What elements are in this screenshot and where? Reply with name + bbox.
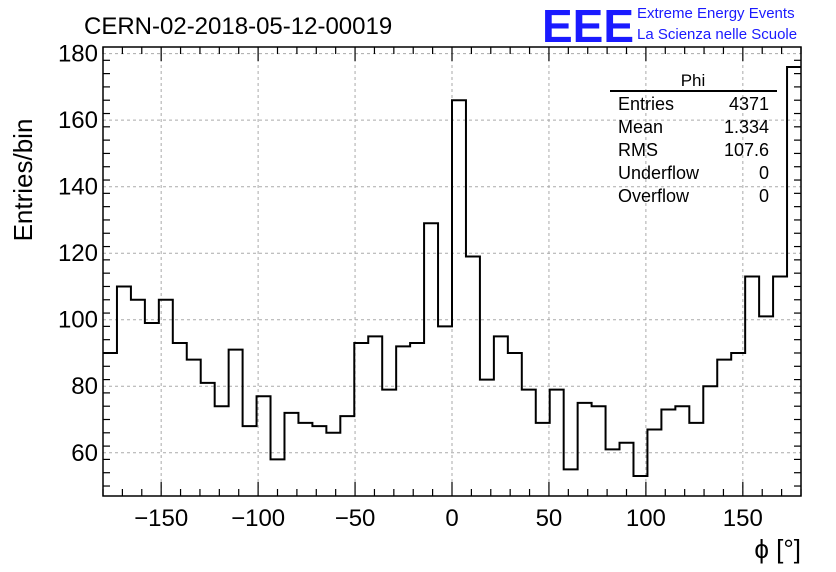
histogram-bin — [354, 343, 368, 496]
y-tick-label: 60 — [71, 440, 98, 467]
histogram-bin — [103, 353, 117, 496]
stats-label-mean: Mean — [618, 117, 663, 137]
x-tick-label: −150 — [134, 505, 188, 532]
histogram-bin — [661, 410, 675, 496]
histogram-bin — [396, 346, 410, 496]
axis-tick-labels: −150 −100 −50 0 50 100 150 60 80 100 120 140 160 180 — [58, 41, 763, 532]
x-axis-label: ϕ [°] — [754, 534, 801, 564]
stats-value-overflow: 0 — [759, 186, 769, 206]
histogram-bin — [326, 433, 340, 496]
histogram-bin — [787, 67, 801, 496]
eee-logo: EEE — [542, 0, 634, 52]
histogram-bin — [550, 390, 564, 496]
histogram-series — [103, 65, 801, 496]
histogram-bin — [452, 100, 466, 496]
histogram-bin — [424, 223, 438, 496]
x-tick-label: 50 — [536, 505, 563, 532]
histogram-bin — [494, 336, 508, 496]
histogram-bin — [508, 353, 522, 496]
histogram-bin — [410, 343, 424, 496]
histogram-bin — [522, 390, 536, 496]
histogram-bin — [466, 257, 480, 496]
histogram-bin — [480, 380, 494, 496]
stats-value-mean: 1.334 — [724, 117, 769, 137]
histogram-bin — [243, 426, 257, 496]
histogram-bin — [284, 413, 298, 496]
histogram-bin — [187, 360, 201, 496]
stats-value-entries: 4371 — [729, 94, 769, 114]
histogram-bin — [145, 323, 159, 496]
histogram-bin — [229, 350, 243, 496]
y-tick-label: 180 — [58, 41, 98, 68]
stats-box-title: Phi — [681, 71, 706, 90]
histogram-bin — [215, 406, 229, 496]
stats-value-underflow: 0 — [759, 163, 769, 183]
stats-label-entries: Entries — [618, 94, 674, 114]
histogram-bin — [689, 423, 703, 496]
histogram-bin — [340, 416, 354, 496]
y-tick-label: 140 — [58, 174, 98, 201]
histogram-bin — [675, 406, 689, 496]
y-tick-label: 100 — [58, 307, 98, 334]
histogram-bin — [368, 336, 382, 496]
logo-line-2: La Scienza nelle Scuole — [637, 26, 797, 43]
histogram-bin — [731, 353, 745, 496]
histogram-bin — [159, 300, 173, 496]
histogram-bin — [438, 326, 452, 496]
stats-label-rms: RMS — [618, 140, 658, 160]
histogram-bin — [745, 276, 759, 496]
histogram-bin — [257, 396, 271, 496]
x-tick-label: −50 — [335, 505, 376, 532]
histogram-bin — [564, 469, 578, 496]
histogram-bin — [201, 383, 215, 496]
y-axis-label: Entries/bin — [8, 119, 38, 242]
histogram-bin — [312, 426, 326, 496]
histogram-bin — [773, 276, 787, 496]
histogram-bin — [717, 360, 731, 496]
histogram-bin — [592, 406, 606, 496]
histogram-bin — [759, 316, 773, 496]
histogram-bin — [647, 429, 661, 496]
histogram-bin — [620, 443, 634, 496]
histogram-bin — [578, 403, 592, 496]
x-tick-label: −100 — [231, 505, 285, 532]
stats-label-overflow: Overflow — [618, 186, 690, 206]
stats-value-rms: 107.6 — [724, 140, 769, 160]
histogram-bin — [298, 423, 312, 496]
histogram-bin — [131, 300, 145, 496]
x-tick-label: 100 — [626, 505, 666, 532]
histogram-bin — [536, 423, 550, 496]
y-tick-label: 160 — [58, 107, 98, 134]
histogram-bin — [703, 386, 717, 496]
x-tick-label: 0 — [445, 505, 458, 532]
run-title: CERN-02-2018-05-12-00019 — [84, 13, 392, 40]
histogram-bin — [173, 343, 187, 496]
stats-box: Phi Entries 4371 Mean 1.334 RMS 107.6 Un… — [610, 71, 777, 206]
histogram-step-line — [103, 65, 801, 478]
x-tick-label: 150 — [723, 505, 763, 532]
y-tick-label: 120 — [58, 240, 98, 267]
logo-line-1: Extreme Energy Events — [637, 5, 795, 22]
histogram-bin — [382, 390, 396, 496]
stats-label-underflow: Underflow — [618, 163, 700, 183]
axis-ticks — [102, 47, 802, 496]
histogram-bin — [117, 286, 131, 496]
y-tick-label: 80 — [71, 373, 98, 400]
